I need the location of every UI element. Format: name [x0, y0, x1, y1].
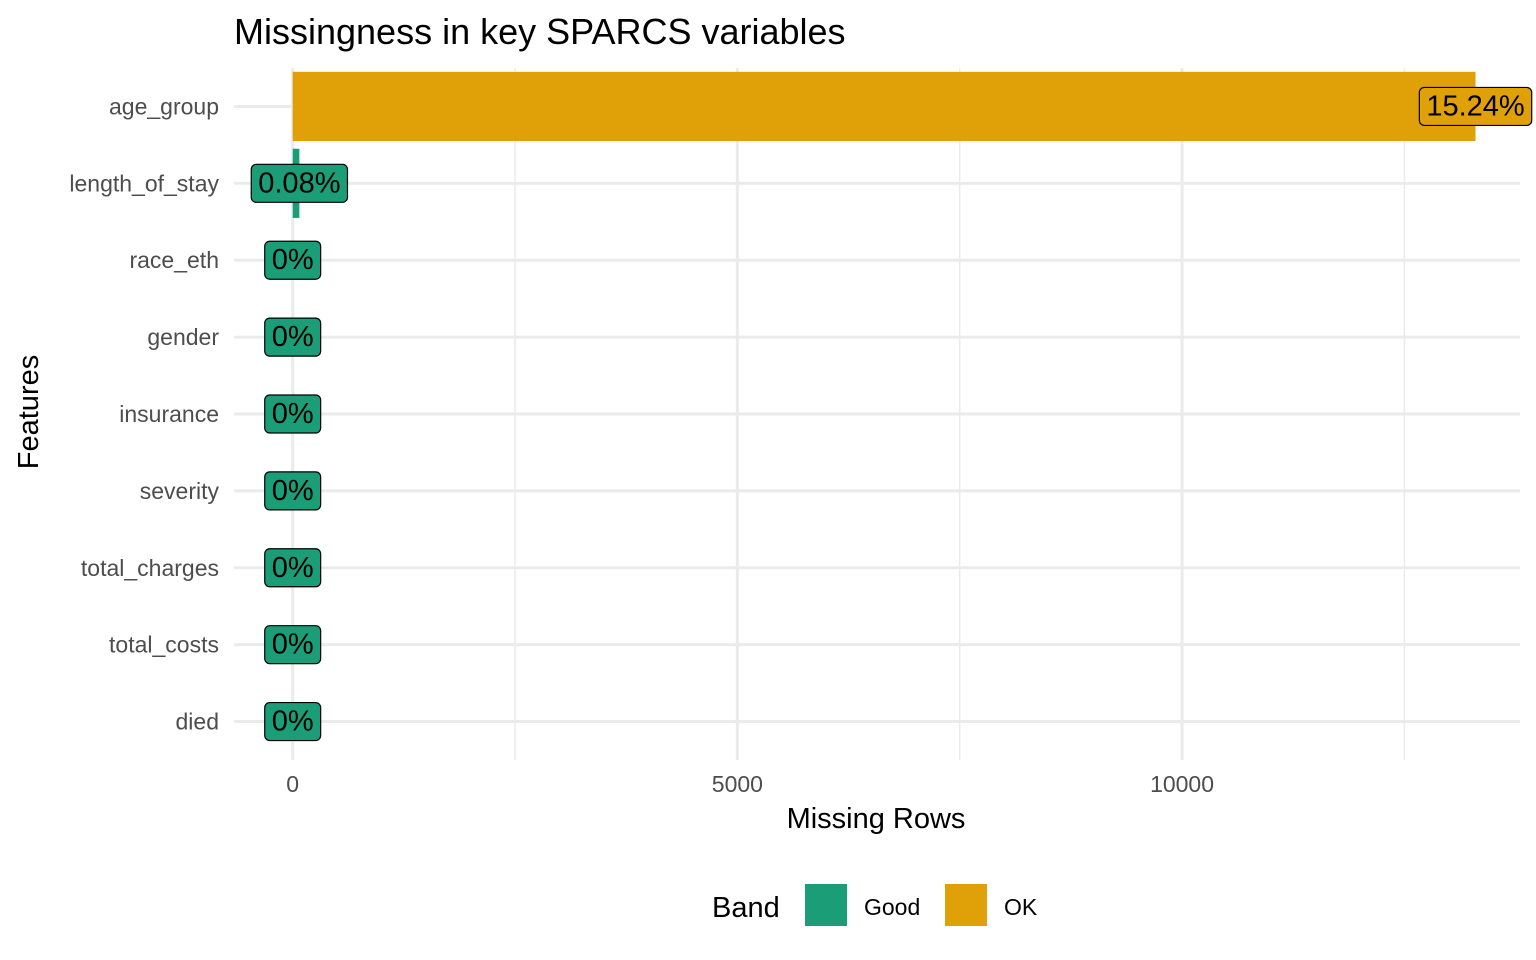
data-labels: 0% 0% 0% 0% 0% 0% 0% 0.08% 15.24% [250, 86, 1533, 742]
y-tick-label: length_of_stay [69, 170, 219, 196]
y-tick-label: died [176, 709, 219, 735]
x-tick-label: 0 [286, 771, 299, 797]
x-tick-label: 5000 [712, 771, 763, 797]
y-tick-label: race_eth [129, 247, 219, 273]
data-label-race_eth: 0% [264, 240, 322, 280]
data-label-text: 0% [272, 629, 314, 661]
data-label-text: 0% [272, 552, 314, 584]
y-tick-label: severity [140, 478, 220, 504]
x-axis-title: Missing Rows [787, 803, 966, 835]
data-label-total_costs: 0% [264, 625, 322, 665]
data-label-box [264, 625, 322, 665]
data-label-box [264, 701, 322, 742]
legend-label-good: Good [864, 894, 920, 920]
data-label-text: 0% [272, 398, 314, 430]
data-label-text: 0% [272, 475, 314, 507]
data-label-box [264, 471, 322, 511]
y-tick-label: insurance [119, 401, 219, 427]
data-label-total_charges: 0% [264, 548, 322, 588]
data-label-insurance: 0% [264, 394, 322, 434]
data-label-text: 0% [272, 244, 314, 276]
data-label-box [264, 317, 322, 357]
data-label-text: 15.24% [1426, 90, 1524, 122]
legend-title: Band [712, 892, 780, 924]
y-axis-tick-labels: died total_costs total_charges severity insu… [69, 93, 219, 734]
gridlines [234, 68, 1520, 760]
bar-age_group [292, 71, 1476, 142]
data-label-length_of_stay: 0.08% [250, 163, 349, 203]
data-label-died: 0% [264, 701, 322, 742]
legend: Band Good OK [712, 884, 1038, 926]
bars [292, 71, 1476, 218]
legend-key-ok [945, 884, 987, 926]
data-label-box [250, 163, 349, 203]
data-label-box [264, 240, 322, 280]
y-tick-label: total_charges [81, 555, 219, 581]
data-label-text: 0.08% [258, 167, 340, 199]
data-label-text: 0% [272, 321, 314, 353]
x-axis-tick-labels: 0 5000 10000 [286, 771, 1214, 797]
legend-label-ok: OK [1004, 894, 1038, 920]
data-label-box [264, 394, 322, 434]
chart-title: Missingness in key SPARCS variables [234, 11, 846, 52]
legend-key-good [805, 884, 847, 926]
data-label-box [264, 548, 322, 588]
data-label-age_group: 15.24% [1418, 86, 1533, 127]
y-axis-title: Features [13, 355, 45, 469]
data-label-text: 0% [272, 706, 314, 738]
data-label-box [1418, 86, 1533, 127]
y-tick-label: age_group [109, 93, 219, 119]
y-tick-label: gender [147, 324, 219, 350]
y-tick-label: total_costs [109, 632, 219, 658]
x-tick-label: 10000 [1150, 771, 1214, 797]
data-label-severity: 0% [264, 471, 322, 511]
data-label-gender: 0% [264, 317, 322, 357]
